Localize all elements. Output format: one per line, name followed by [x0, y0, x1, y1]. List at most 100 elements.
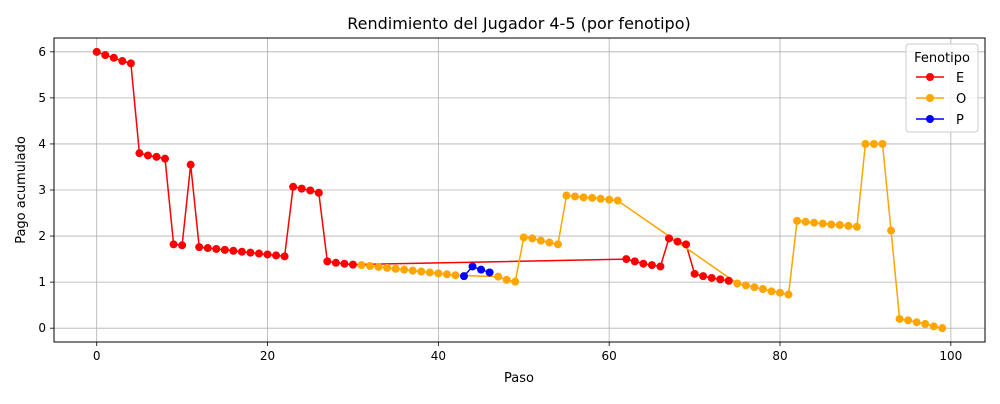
data-point-O — [869, 139, 878, 148]
data-point-O — [904, 316, 913, 325]
data-point-O — [835, 221, 844, 230]
data-point-O — [553, 240, 562, 249]
data-point-O — [810, 218, 819, 227]
y-tick-label: 3 — [38, 183, 46, 197]
data-point-E — [229, 246, 238, 255]
x-tick-label: 100 — [939, 349, 962, 363]
data-point-O — [519, 233, 528, 242]
data-point-E — [323, 257, 332, 266]
data-point-O — [852, 222, 861, 231]
data-point-O — [494, 272, 503, 281]
data-point-O — [511, 277, 520, 286]
y-tick-label: 1 — [38, 275, 46, 289]
data-point-O — [776, 288, 785, 297]
y-tick-label: 0 — [38, 321, 46, 335]
x-tick-label: 0 — [93, 349, 101, 363]
x-tick-label: 80 — [772, 349, 787, 363]
data-point-O — [579, 193, 588, 202]
data-point-E — [673, 237, 682, 246]
legend: Fenotipo EOP — [905, 43, 979, 133]
data-point-E — [314, 188, 323, 197]
data-point-E — [289, 182, 298, 191]
legend-label: E — [956, 71, 964, 86]
data-point-O — [767, 287, 776, 296]
x-tick-label: 20 — [260, 349, 275, 363]
data-point-E — [664, 234, 673, 243]
x-tick-label: 60 — [602, 349, 617, 363]
legend-swatch-marker — [926, 115, 934, 123]
data-point-O — [887, 226, 896, 235]
y-tick-label: 6 — [38, 45, 46, 59]
data-point-E — [152, 152, 161, 161]
data-point-O — [758, 285, 767, 294]
data-point-O — [357, 261, 366, 270]
data-point-E — [656, 262, 665, 271]
series-layer — [92, 47, 947, 333]
data-point-E — [92, 47, 101, 56]
data-point-E — [161, 154, 170, 163]
data-point-E — [263, 250, 272, 259]
data-point-O — [536, 236, 545, 245]
legend-title: Fenotipo — [914, 51, 970, 66]
data-point-E — [699, 272, 708, 281]
data-point-O — [921, 320, 930, 329]
data-point-E — [246, 248, 255, 257]
y-axis-label: Pago acumulado — [14, 136, 29, 244]
data-point-E — [237, 247, 246, 256]
data-point-E — [169, 240, 178, 249]
data-point-E — [195, 243, 204, 252]
data-point-O — [425, 268, 434, 277]
data-point-E — [220, 245, 229, 254]
data-point-O — [588, 193, 597, 202]
data-point-E — [118, 57, 127, 66]
data-point-O — [571, 192, 580, 201]
data-point-O — [366, 262, 375, 270]
legend-label: P — [956, 113, 964, 128]
data-point-E — [622, 255, 631, 264]
data-point-O — [562, 191, 571, 200]
data-point-O — [434, 269, 443, 278]
y-tick-label: 2 — [38, 229, 46, 243]
data-point-E — [690, 269, 699, 278]
x-axis-label: Paso — [504, 371, 534, 386]
data-point-O — [451, 271, 460, 280]
y-tick-label: 5 — [38, 91, 46, 105]
data-point-O — [605, 195, 614, 204]
data-point-O — [442, 270, 451, 279]
legend-swatch-marker — [926, 94, 934, 102]
data-point-E — [340, 259, 349, 268]
data-point-P — [485, 268, 494, 277]
data-point-E — [682, 240, 691, 249]
data-point-O — [374, 262, 383, 271]
x-tick-label: 40 — [431, 349, 446, 363]
data-point-O — [895, 314, 904, 323]
data-point-E — [109, 53, 118, 62]
chart-title: Rendimiento del Jugador 4-5 (por fenotip… — [347, 14, 691, 33]
data-point-E — [348, 260, 357, 269]
data-point-O — [844, 221, 853, 230]
data-point-E — [126, 59, 135, 68]
data-point-O — [391, 264, 400, 273]
data-point-O — [417, 267, 426, 276]
data-point-O — [596, 194, 605, 203]
data-point-O — [733, 279, 742, 288]
data-point-E — [297, 184, 306, 193]
data-point-P — [459, 272, 468, 281]
series-line-P — [463, 265, 490, 277]
data-point-O — [741, 281, 750, 290]
data-point-O — [502, 275, 511, 284]
ticks: 0 20 40 60 80 100 0 1 2 3 4 5 6 — [38, 45, 962, 363]
data-point-E — [143, 151, 152, 160]
data-point-E — [212, 244, 221, 253]
data-point-E — [707, 273, 716, 282]
data-point-O — [818, 219, 827, 228]
data-point-O — [938, 324, 947, 333]
data-point-O — [408, 266, 417, 275]
data-point-O — [827, 220, 836, 229]
data-point-O — [912, 318, 921, 327]
data-point-E — [178, 241, 187, 250]
data-point-E — [306, 186, 315, 195]
series-line-O — [361, 143, 943, 329]
